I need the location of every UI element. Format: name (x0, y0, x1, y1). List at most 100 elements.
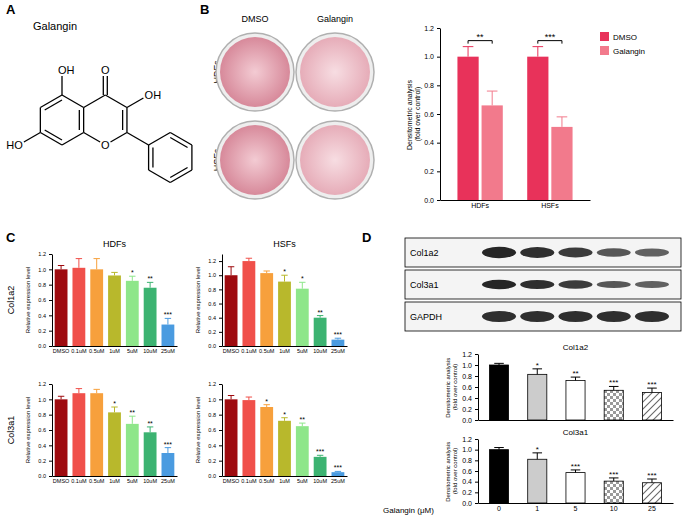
error-bar (317, 455, 323, 457)
tick-label: 1.0 (462, 446, 472, 453)
chart-title: Col3a1 (563, 428, 589, 437)
bar (225, 399, 238, 476)
bond (79, 110, 80, 130)
tick-label: 1.2 (208, 381, 216, 387)
tick-label: 0.6 (462, 468, 472, 475)
bar (314, 457, 327, 476)
bar (296, 289, 309, 346)
tick-label: 1uM (279, 478, 290, 484)
blot-strip (405, 238, 681, 267)
tick-label: 0.1uM (241, 478, 257, 484)
tick-mark (49, 300, 52, 301)
y-tick: 0.2 (208, 329, 222, 335)
axis-line (52, 385, 53, 477)
legend-swatch (600, 32, 609, 41)
bar-chart: 0.00.20.40.60.81.01.2DMSO0.1uM0.5uM1uM5u… (195, 239, 348, 354)
y-tick: 0.4 (424, 139, 440, 146)
plot-area (225, 258, 345, 346)
bar (604, 390, 623, 420)
tick-label: 10uM (143, 478, 157, 484)
y-tick: 1.0 (208, 272, 222, 278)
significance: *** (609, 378, 618, 387)
tick-mark (475, 409, 478, 410)
tick-label: 1.0 (424, 53, 434, 60)
blot-band (482, 247, 516, 258)
bond (103, 76, 104, 95)
panel-label: D (362, 230, 371, 245)
tick-label: 1.0 (462, 362, 472, 369)
atom-label: OH (145, 89, 162, 101)
bond (62, 133, 84, 146)
x-tick: 0.1uM (241, 348, 257, 354)
y-tick: 1.2 (424, 25, 440, 32)
x-tick: 0.5uM (259, 348, 275, 354)
tick-label: 0.6 (38, 297, 46, 303)
bar (296, 426, 309, 476)
significance: ** (147, 275, 153, 282)
tick-label: 0.5uM (89, 348, 105, 354)
bar (242, 400, 255, 476)
significance: ** (477, 32, 485, 42)
bond (127, 133, 149, 146)
tick-mark (475, 387, 478, 388)
bar (642, 393, 661, 421)
tick-mark (475, 482, 478, 483)
y-tick: 0.0 (38, 473, 52, 479)
atom-label: HO (6, 139, 23, 151)
bar (457, 57, 478, 200)
y-axis: 0.00.20.40.60.81.01.2 (38, 251, 52, 349)
bar (332, 340, 345, 346)
bar (482, 105, 503, 200)
tick-label: 0.1uM (71, 348, 87, 354)
y-tick: 0.4 (208, 315, 222, 321)
tick-label: 0.2 (424, 168, 434, 175)
axis-line (222, 385, 223, 477)
bar (566, 473, 585, 503)
bar (527, 57, 548, 200)
bond (45, 130, 62, 140)
tick-mark (219, 332, 222, 333)
tick-label: HDFs (471, 202, 489, 209)
y-axis: 0.00.20.40.60.81.01.2 (208, 381, 222, 479)
significance: * (265, 398, 268, 405)
tick-label: 0.8 (424, 82, 434, 89)
legend-label: DMSO (613, 33, 637, 42)
significance: * (301, 275, 304, 282)
tick-label: 10uM (313, 478, 327, 484)
tick-mark (219, 384, 222, 385)
axis-title: Densitometric analysis (fold over contro… (445, 440, 458, 502)
axis-title: Relative expression level (25, 267, 31, 333)
tick-label: 0.4 (38, 313, 46, 319)
tick-mark (475, 398, 478, 399)
axis-title-line: (fold over control) (414, 87, 422, 141)
tick-label: 0.6 (462, 384, 472, 391)
bond (107, 76, 108, 95)
y-tick: 0.6 (208, 427, 222, 433)
error-bar (487, 91, 498, 105)
y-tick: 1.2 (38, 251, 52, 257)
significance: ** (317, 309, 323, 316)
bond (126, 108, 127, 133)
tick-mark (49, 269, 52, 270)
axis-title-line: Densitometric analysis (445, 440, 451, 502)
bar (90, 269, 103, 346)
error-bar (246, 397, 252, 400)
x-tick: 25uM (331, 348, 345, 354)
axis-line (479, 503, 674, 504)
blot-band (635, 311, 669, 322)
x-tick: 25 (648, 505, 656, 512)
error-bar (111, 407, 117, 412)
tick-label: 10 (610, 505, 618, 512)
tick-mark (475, 450, 478, 451)
legend-swatch (600, 46, 609, 55)
tick-label: 0.2 (462, 406, 472, 413)
tick-label: 1.0 (38, 267, 46, 273)
tick-label: DMSO (53, 478, 70, 484)
tick-mark (49, 315, 52, 316)
tick-mark (219, 415, 222, 416)
x-tick: 10uM (313, 348, 327, 354)
plot-area (457, 47, 572, 200)
dish-stain (300, 37, 370, 107)
western-blot: Col1a2Col3a1GAPDH (405, 238, 681, 331)
y-axis: 0.00.20.40.60.81.01.2 (38, 381, 52, 479)
